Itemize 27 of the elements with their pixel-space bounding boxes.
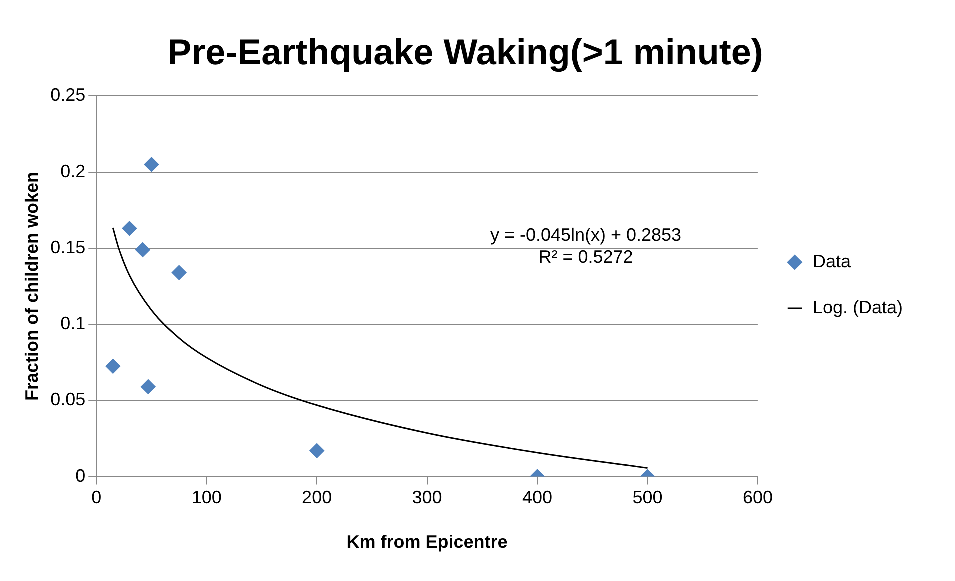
- x-tick-label: 300: [412, 488, 442, 508]
- legend-label: Data: [812, 251, 852, 272]
- x-tick-label: 200: [302, 488, 332, 508]
- y-tick-label: 0.1: [60, 314, 86, 334]
- y-tick-label: 0.15: [50, 237, 86, 258]
- x-tick-label: 400: [522, 488, 553, 508]
- annotation: y = -0.045ln(x) + 0.2853: [490, 224, 682, 245]
- x-axis-title: Km from Epicentre: [346, 532, 508, 552]
- chart-title: Pre-Earthquake Waking(>1 minute): [168, 32, 764, 73]
- y-tick-label: 0.25: [50, 85, 86, 106]
- point: [140, 379, 156, 394]
- y-tick-label: 0.05: [50, 390, 86, 410]
- legend-label: Log. (Data): [812, 297, 904, 318]
- x-tick-label: 0: [92, 488, 102, 508]
- point: [310, 443, 325, 458]
- point: [172, 265, 187, 280]
- point: [106, 358, 121, 374]
- x-tick-label: 600: [742, 488, 773, 508]
- point: [135, 242, 150, 258]
- y-axis-title: Fraction of children woken: [22, 172, 42, 402]
- x-tick-label: 500: [632, 488, 663, 508]
- x-tick-label: 100: [192, 488, 222, 508]
- y-tick-label: 0: [76, 466, 86, 486]
- annotation: R² = 0.5272: [538, 246, 634, 267]
- point: [144, 157, 160, 172]
- y-tick-label: 0.2: [60, 161, 86, 182]
- point: [122, 221, 138, 236]
